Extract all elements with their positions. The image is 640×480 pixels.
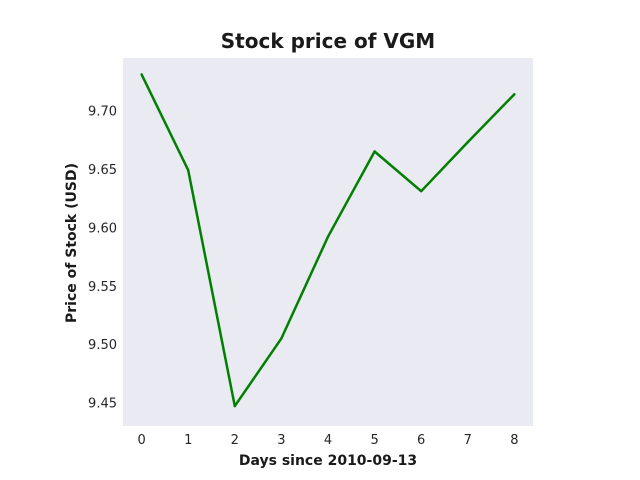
x-tick-label: 0 xyxy=(137,433,145,448)
plot-area xyxy=(123,58,533,426)
y-tick-label: 9.45 xyxy=(88,397,117,412)
data-point xyxy=(187,168,190,172)
x-tick-label: 7 xyxy=(464,433,472,448)
x-tick-label: 4 xyxy=(324,433,332,448)
x-tick-labels: 0 1 2 3 4 5 6 7 8 xyxy=(137,433,518,448)
data-point xyxy=(513,93,516,96)
data-point xyxy=(280,337,283,340)
y-tick-label: 9.65 xyxy=(88,163,117,178)
data-point xyxy=(326,235,330,238)
data-point xyxy=(466,140,469,144)
data-points xyxy=(140,73,516,408)
x-axis-label: Days since 2010-09-13 xyxy=(239,453,417,469)
x-tick-label: 2 xyxy=(231,433,239,448)
x-tick-label: 6 xyxy=(417,433,425,448)
data-point xyxy=(373,150,376,153)
y-axis-label: Price of Stock (USD) xyxy=(64,163,80,323)
y-tick-label: 9.50 xyxy=(88,338,117,353)
y-tick-label: 9.70 xyxy=(88,105,117,120)
x-tick-label: 5 xyxy=(370,433,378,448)
y-tick-labels: 9.45 9.50 9.55 9.60 9.65 9.70 xyxy=(88,105,117,412)
chart-title: Stock price of VGM xyxy=(221,29,435,53)
data-point xyxy=(233,404,237,408)
x-tick-label: 1 xyxy=(184,433,192,448)
data-point xyxy=(419,189,423,193)
x-tick-label: 8 xyxy=(510,433,518,448)
y-tick-label: 9.60 xyxy=(88,221,117,236)
x-tick-label: 3 xyxy=(277,433,285,448)
data-point xyxy=(140,73,143,76)
y-tick-label: 9.55 xyxy=(88,280,117,295)
